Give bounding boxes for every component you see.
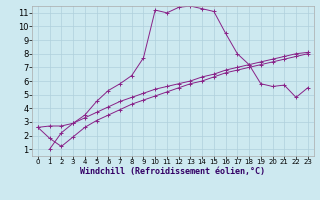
X-axis label: Windchill (Refroidissement éolien,°C): Windchill (Refroidissement éolien,°C): [80, 167, 265, 176]
